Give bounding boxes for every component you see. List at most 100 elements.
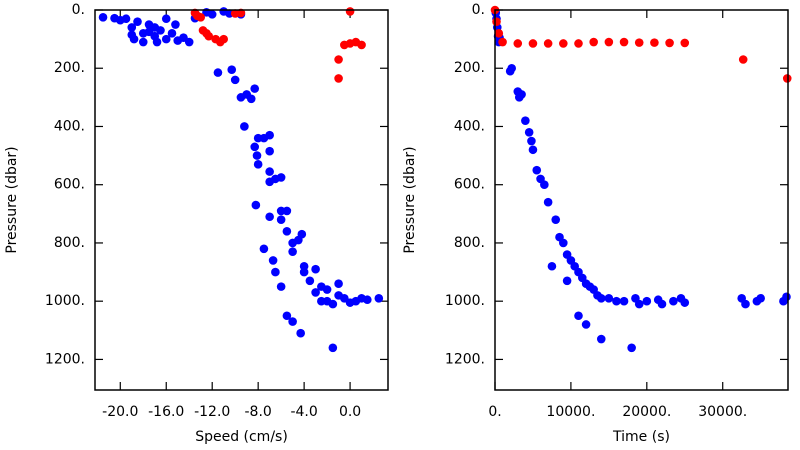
y-tick-label: 200. (54, 60, 85, 76)
point (574, 39, 583, 48)
point (517, 90, 526, 99)
point (669, 296, 678, 306)
point (513, 39, 523, 48)
point (297, 229, 307, 239)
y-tick-label: 1200. (445, 351, 485, 367)
point (213, 68, 223, 77)
point (317, 296, 326, 306)
point (161, 34, 171, 44)
point (311, 264, 320, 274)
point (604, 37, 614, 47)
point (230, 75, 240, 85)
point (251, 200, 261, 210)
y-tick-label: 800. (54, 235, 85, 251)
point (311, 288, 320, 297)
point (665, 38, 674, 48)
point (250, 84, 260, 93)
point (524, 127, 534, 137)
x-tick-label: -12.0 (194, 404, 230, 420)
point (527, 136, 536, 146)
y-axis-label: Pressure (dbar) (402, 146, 418, 253)
x-tick-label: -20.0 (102, 404, 138, 420)
point (604, 293, 614, 303)
x-axis-label: Time (s) (612, 429, 670, 445)
point (612, 296, 621, 306)
point (265, 177, 274, 187)
point (562, 276, 572, 286)
point (642, 296, 652, 306)
point (171, 20, 180, 29)
y-tick-label: 800. (454, 235, 485, 251)
point (650, 38, 659, 47)
y-tick-label: 200. (454, 60, 485, 76)
point (782, 292, 791, 302)
point (265, 130, 274, 140)
point (152, 37, 162, 47)
point (680, 298, 690, 307)
point (268, 256, 278, 265)
point (374, 293, 384, 303)
y-tick-label: 600. (54, 177, 85, 193)
x-tick-label: 30000. (698, 404, 747, 420)
y-tick-label: 400. (454, 118, 485, 134)
y-tick-label: 600. (454, 177, 485, 193)
point (305, 276, 315, 286)
point (98, 12, 108, 22)
point (574, 311, 583, 321)
point (738, 55, 748, 64)
point (507, 63, 516, 73)
point (167, 28, 177, 38)
x-tick-label: -16.0 (148, 404, 184, 420)
point (252, 151, 262, 160)
point (634, 38, 644, 47)
x-tick-label: -8.0 (244, 404, 271, 420)
point (334, 55, 343, 64)
point (288, 317, 297, 326)
point (265, 212, 274, 222)
point (288, 247, 297, 256)
point (299, 267, 309, 277)
point (334, 279, 343, 289)
point (265, 146, 274, 156)
point (253, 160, 263, 169)
point (543, 197, 553, 207)
x-tick-label: 0.0 (339, 404, 361, 420)
point (363, 295, 372, 305)
point (334, 74, 343, 83)
point (271, 267, 280, 277)
point (276, 282, 286, 291)
point (619, 37, 629, 47)
point (680, 38, 690, 48)
point (494, 28, 504, 38)
point (634, 299, 644, 309)
y-tick-label: 1200. (45, 351, 85, 367)
point (250, 142, 260, 152)
point (276, 215, 286, 224)
point (741, 299, 750, 309)
point (282, 311, 292, 321)
point (328, 343, 338, 353)
x-tick-label: 10000. (546, 404, 595, 420)
point (581, 320, 591, 329)
plot-frame (94, 9, 389, 391)
point (156, 26, 165, 35)
x-tick-label: -4.0 (290, 404, 317, 420)
x-tick-label: 0. (488, 404, 501, 420)
point (127, 23, 137, 32)
point (227, 65, 237, 74)
point (345, 7, 355, 16)
point (219, 7, 228, 16)
point (219, 34, 228, 44)
point (161, 14, 171, 24)
point (259, 244, 269, 254)
point (328, 299, 338, 309)
point (236, 8, 246, 18)
x-axis-label: Speed (cm/s) (195, 429, 288, 445)
point (115, 15, 125, 25)
point (184, 37, 194, 47)
point (559, 39, 568, 48)
point (322, 285, 332, 294)
y-tick-label: 0. (472, 2, 485, 18)
point (240, 122, 249, 131)
